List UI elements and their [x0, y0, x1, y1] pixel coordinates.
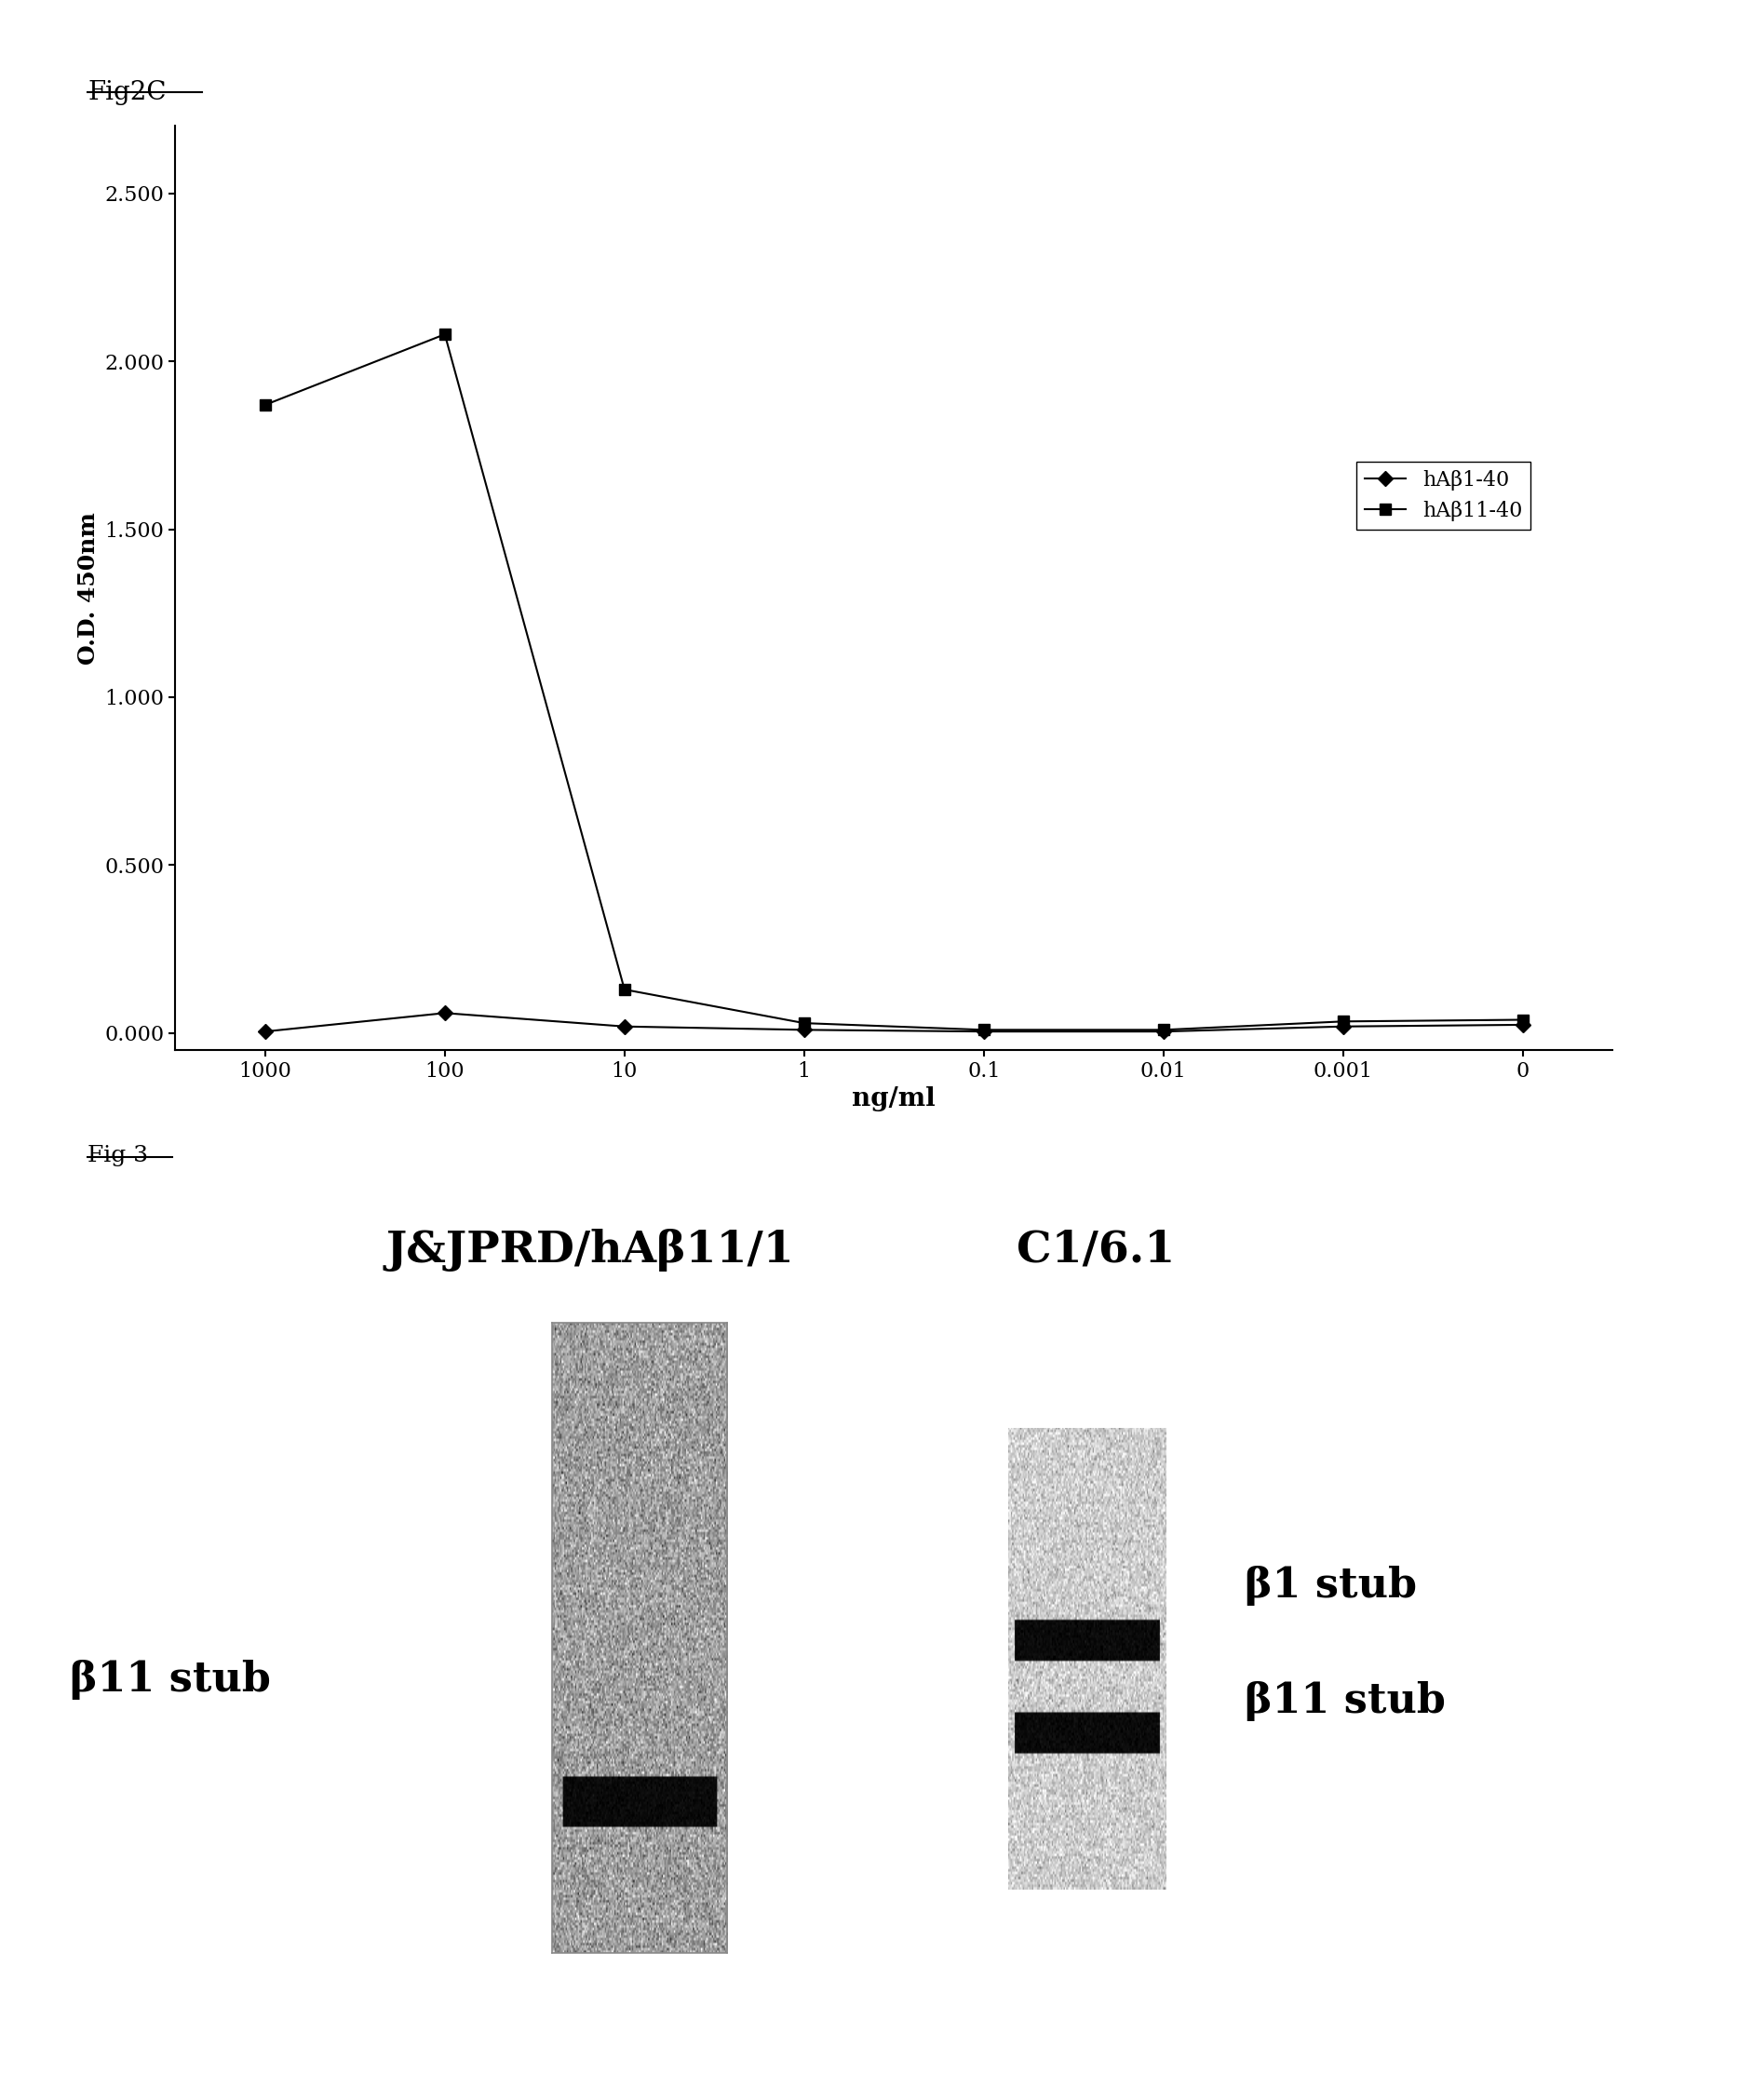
hAβ1-40	[254, 1019, 275, 1044]
Text: β11 stub: β11 stub	[1244, 1680, 1445, 1722]
hAβ1-40	[434, 1000, 456, 1025]
Line: hAβ1-40: hAβ1-40	[259, 1008, 1528, 1037]
Y-axis label: O.D. 450nm: O.D. 450nm	[77, 512, 100, 664]
hAβ11-40	[794, 1010, 815, 1035]
hAβ11-40	[434, 321, 456, 346]
hAβ1-40	[1153, 1019, 1174, 1044]
hAβ11-40	[254, 393, 275, 418]
Text: β1 stub: β1 stub	[1244, 1564, 1416, 1606]
hAβ1-40	[1332, 1014, 1353, 1040]
hAβ11-40	[1153, 1016, 1174, 1042]
hAβ11-40	[613, 976, 634, 1002]
Text: β11 stub: β11 stub	[70, 1659, 272, 1701]
hAβ11-40	[1512, 1008, 1533, 1033]
hAβ1-40	[613, 1014, 634, 1040]
Line: hAβ11-40: hAβ11-40	[259, 330, 1528, 1035]
Legend: hAβ1-40, hAβ11-40: hAβ1-40, hAβ11-40	[1356, 462, 1529, 529]
Text: Fig 3: Fig 3	[88, 1144, 149, 1166]
Text: Fig2C: Fig2C	[88, 80, 166, 105]
hAβ11-40	[972, 1016, 993, 1042]
hAβ1-40	[1512, 1012, 1533, 1037]
hAβ1-40	[794, 1016, 815, 1042]
X-axis label: ng/ml: ng/ml	[851, 1086, 936, 1111]
Text: J&JPRD/hAβ11/1: J&JPRD/hAβ11/1	[385, 1228, 794, 1270]
Text: C1/6.1: C1/6.1	[1016, 1228, 1174, 1270]
hAβ1-40	[972, 1019, 993, 1044]
hAβ11-40	[1332, 1008, 1353, 1033]
